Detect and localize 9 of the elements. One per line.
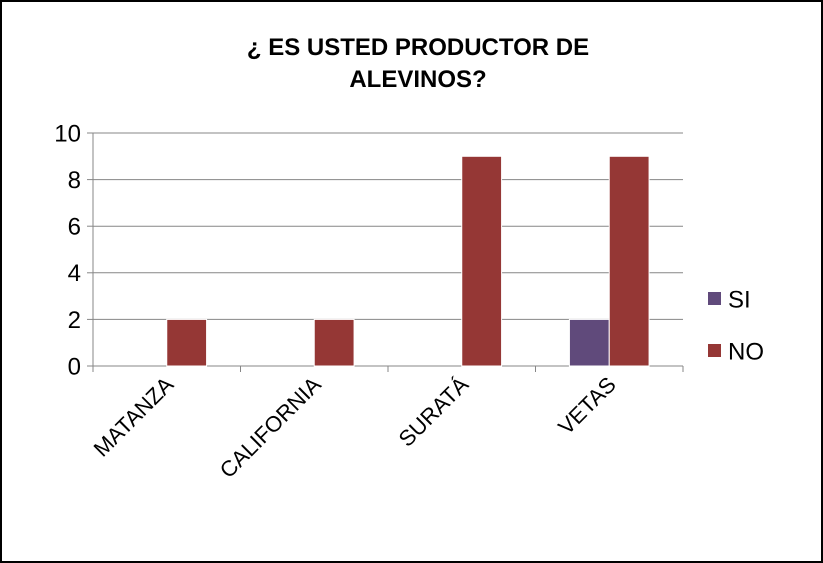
- y-tick-label: 4: [68, 260, 81, 288]
- y-tick-label: 0: [68, 353, 81, 380]
- y-tick-label: 6: [68, 214, 81, 241]
- y-tick-label: 8: [68, 167, 81, 194]
- legend-label: SI: [728, 286, 751, 314]
- y-tick-label: 2: [68, 306, 81, 334]
- chart-title: ¿ ES USTED PRODUCTOR DE ALEVINOS?: [246, 34, 590, 93]
- legend-label: NO: [728, 338, 764, 366]
- y-tick-label: 10: [54, 120, 81, 148]
